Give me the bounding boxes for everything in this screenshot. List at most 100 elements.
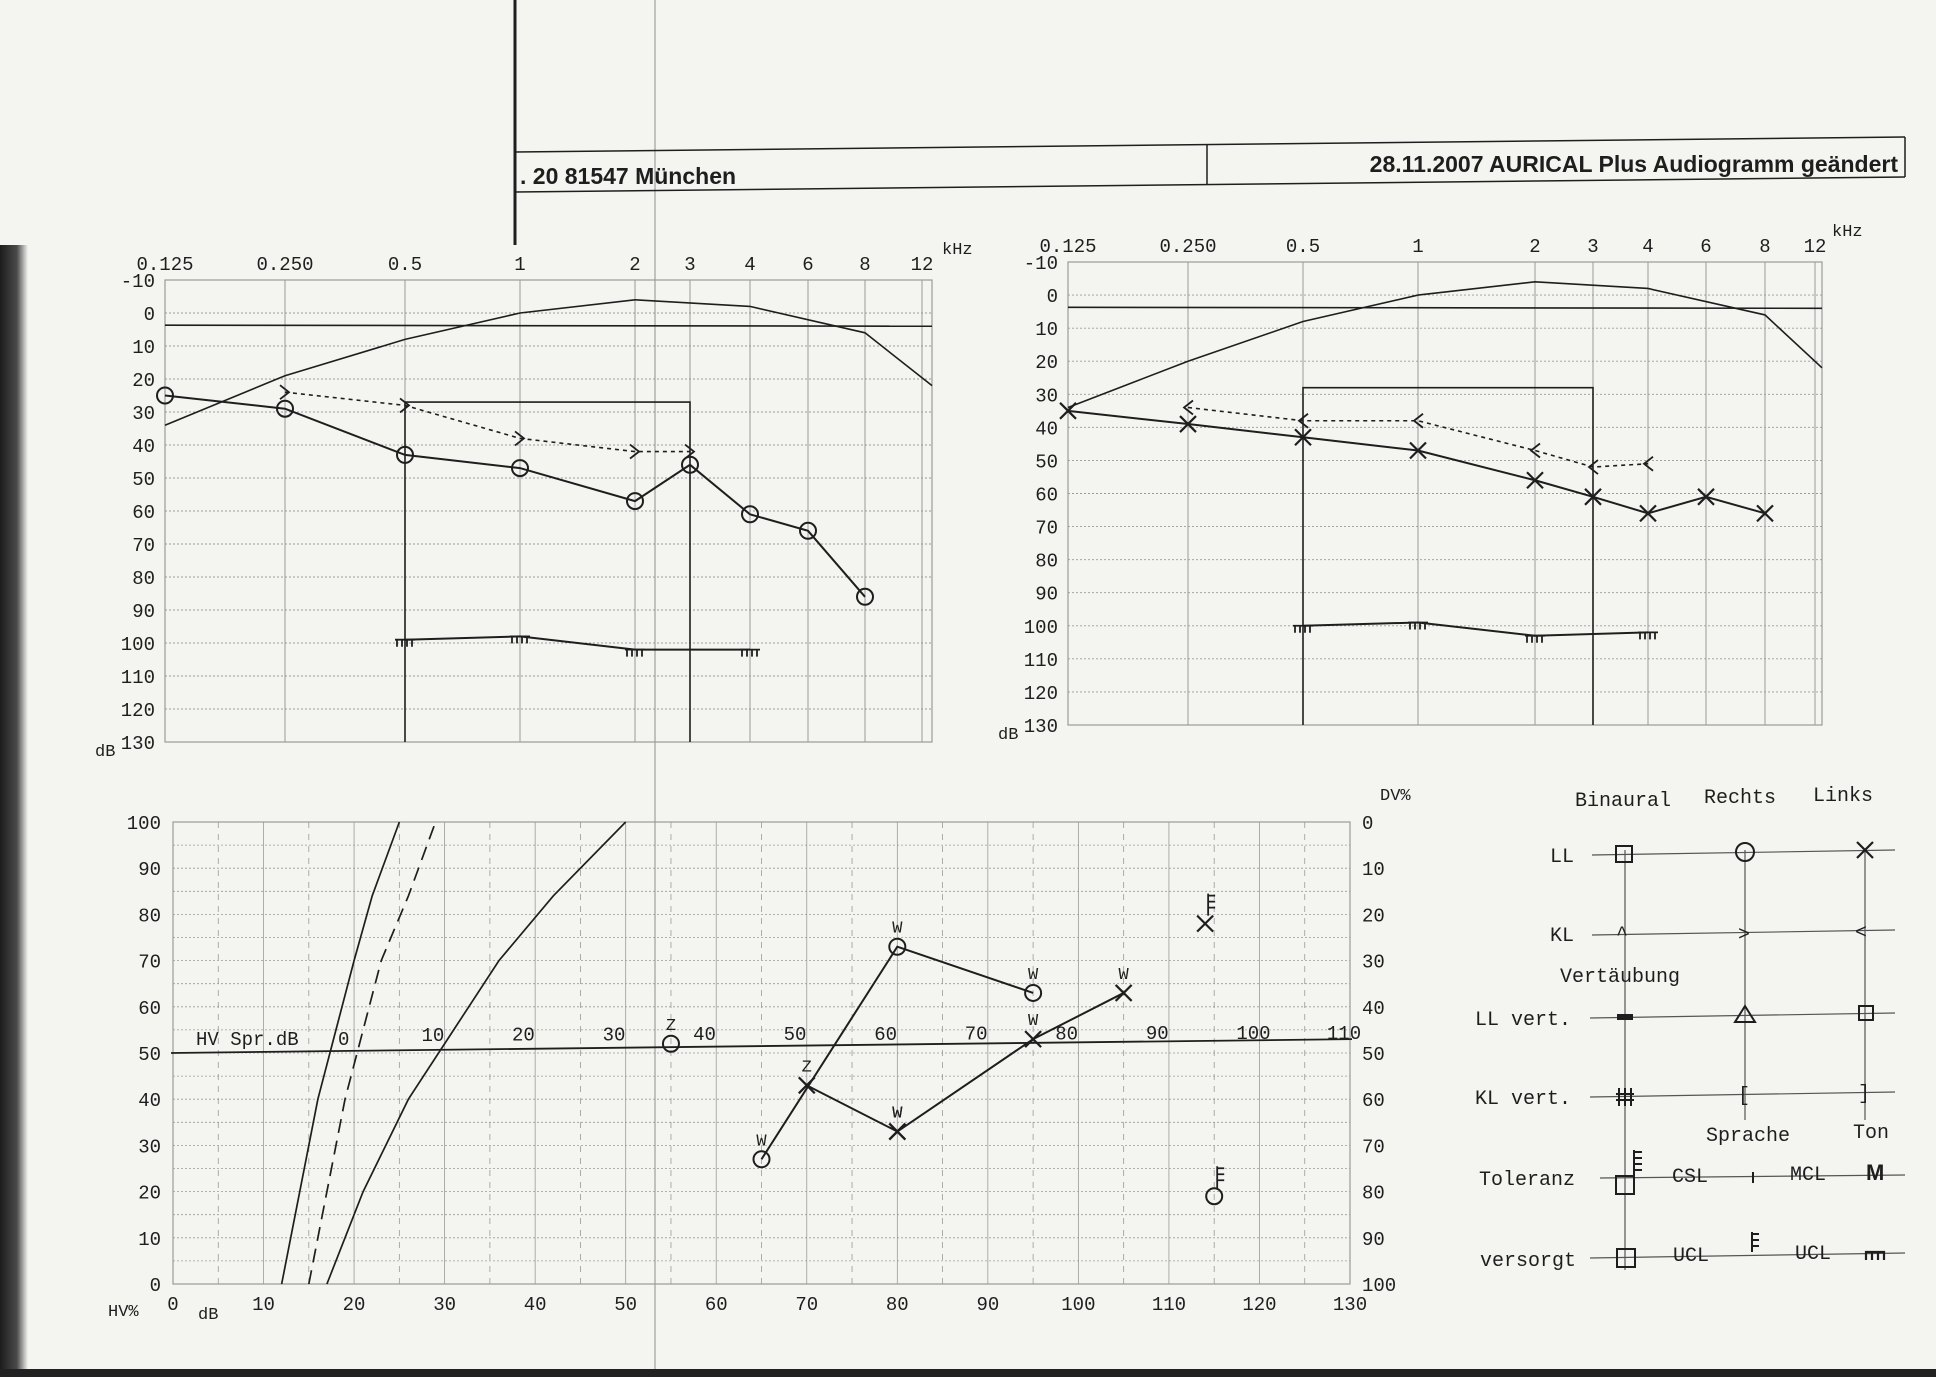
y-tick-label: 120	[121, 700, 155, 722]
scan-bottom-edge	[0, 1369, 1936, 1377]
legend-col-binaural: Binaural	[1575, 790, 1671, 813]
speech-point-label: W	[1028, 966, 1039, 985]
legend-kl-vert-rechts-bracket-icon: [	[1738, 1085, 1750, 1108]
audiogram-left-ear: 0.125 0.250 0.5 1 2 3 4 6 8 12kHz-100102030405060…	[998, 223, 1863, 745]
legend-ll-vert-rechts-triangle-icon	[1733, 1004, 1757, 1023]
series-line-ll	[164, 394, 866, 598]
legend-kl-vert-links-bracket-icon: ]	[1858, 1083, 1870, 1106]
y-tick-label: -10	[1024, 253, 1058, 275]
y-tick-label: 100	[121, 634, 155, 656]
hv-tick-label: 80	[1055, 1023, 1078, 1045]
data-point-ll	[681, 455, 699, 474]
legend-kl: KL	[1550, 925, 1574, 948]
speech-y-tick-label: 50	[138, 1044, 161, 1066]
series-line-kl	[1187, 406, 1649, 468]
hv-tick-label: 10	[422, 1025, 445, 1047]
tolerance-circle-marker	[1205, 1187, 1224, 1206]
data-point-kl	[684, 443, 696, 460]
speech-point-label: W	[892, 1105, 903, 1124]
x-axis-unit-label: kHz	[942, 241, 973, 260]
legend-kl-vert-binaural-hash-icon	[1616, 1088, 1634, 1106]
y-tick-label: 50	[1035, 451, 1058, 473]
speech-point-label: W	[1028, 1012, 1039, 1031]
speech-data-point-links-w	[1024, 1030, 1042, 1048]
y-tick-label: 40	[132, 436, 155, 458]
x-tick-label: 6	[802, 254, 813, 276]
norm-curve-2	[326, 821, 627, 1285]
x-tick-label: 2	[629, 254, 640, 276]
speech-y2-tick-label: 20	[1362, 905, 1385, 927]
data-point-kl	[1412, 413, 1424, 429]
speech-point-label: Z	[666, 1017, 676, 1036]
speech-data-point-links-w	[888, 1122, 907, 1141]
speech-x-tick-label: 40	[524, 1294, 547, 1316]
x-tick-label: 3	[684, 254, 695, 276]
data-point-ll	[1697, 488, 1715, 506]
series-line-ucl	[1302, 621, 1649, 637]
legend-ll-vert: LL vert.	[1475, 1009, 1571, 1032]
legend-ll-vert-binaural-bar-icon	[1617, 1014, 1633, 1020]
series-line-ll	[1067, 409, 1766, 515]
hv-speech-axis-line	[170, 1038, 1353, 1054]
data-point-ll	[1639, 504, 1657, 523]
data-point-kl	[1182, 399, 1194, 416]
y-tick-label: -10	[121, 271, 155, 293]
data-point-ucl	[395, 638, 415, 647]
x-tick-label: 4	[744, 254, 755, 276]
plot-frame	[164, 279, 933, 743]
data-point-ll	[1756, 504, 1774, 523]
data-point-kl	[1529, 442, 1541, 459]
y-tick-label: 100	[1024, 617, 1058, 639]
legend-kl-vert: KL vert.	[1475, 1088, 1571, 1111]
data-point-ucl	[1525, 634, 1545, 643]
y-tick-label: 20	[132, 370, 155, 392]
x-tick-label: 0.125	[136, 254, 193, 276]
hv-tick-label: 110	[1327, 1023, 1361, 1045]
y-axis-unit-label: dB	[998, 726, 1018, 745]
header-bar: . 20 81547 München 28.11.2007 AURICAL Pl…	[514, 136, 1906, 193]
data-point-kl	[399, 397, 411, 414]
x-tick-label: 1	[1412, 236, 1423, 258]
hv-tick-label: 20	[512, 1025, 535, 1047]
data-point-ll	[856, 587, 874, 606]
data-point-kl	[629, 443, 641, 460]
tolerance-x-marker	[1196, 914, 1214, 933]
y-tick-label: 30	[132, 403, 155, 425]
y-tick-label: 90	[132, 601, 155, 623]
speech-x-tick-label: 80	[886, 1294, 909, 1316]
legend-kl-rechts-chevron-right-icon: >	[1738, 924, 1750, 947]
speech-x-tick-label: 130	[1333, 1294, 1367, 1316]
data-point-kl	[514, 430, 526, 447]
data-point-ll	[1409, 441, 1427, 460]
y-tick-label: 110	[1024, 650, 1058, 672]
data-point-ll	[1526, 471, 1544, 490]
legend-ll-vert-links-square-icon	[1858, 1005, 1874, 1021]
speech-y-tick-label: 10	[138, 1229, 161, 1251]
x-tick-label: 3	[1587, 236, 1598, 258]
speech-data-point-rechts-w	[1024, 983, 1043, 1002]
x-axis-unit-label: kHz	[1832, 223, 1863, 242]
speech-point-label: Z	[802, 1058, 812, 1077]
series-line-kl	[284, 391, 690, 453]
speech-y-tick-label: 20	[138, 1183, 161, 1205]
legend-ton: Ton	[1853, 1122, 1889, 1145]
legend-csl: CSL	[1672, 1166, 1708, 1189]
speech-data-point-links-z	[797, 1076, 816, 1095]
speech-y2-tick-label: 70	[1362, 1136, 1385, 1158]
y-tick-label: 30	[1035, 385, 1058, 407]
hv-tick-label: 60	[874, 1024, 897, 1046]
data-point-ll	[276, 399, 294, 418]
data-point-ll	[799, 521, 817, 540]
y-tick-label: 60	[132, 502, 155, 524]
data-point-kl	[1642, 456, 1654, 472]
x-tick-label: 8	[1759, 236, 1770, 258]
hv-tick-label: 90	[1146, 1023, 1169, 1045]
speech-x-unit-label: dB	[198, 1306, 218, 1325]
legend-vertaeubung-title: Vertäubung	[1560, 966, 1680, 989]
legend-versorgt-square-icon	[1616, 1248, 1636, 1268]
speech-x-tick-label: 90	[976, 1294, 999, 1316]
y-tick-label: 40	[1035, 418, 1058, 440]
tolerance-comb-icon	[1216, 1166, 1225, 1189]
speech-point-label: W	[892, 1105, 903, 1124]
legend-ll-rechts-circle-icon	[1735, 842, 1755, 862]
